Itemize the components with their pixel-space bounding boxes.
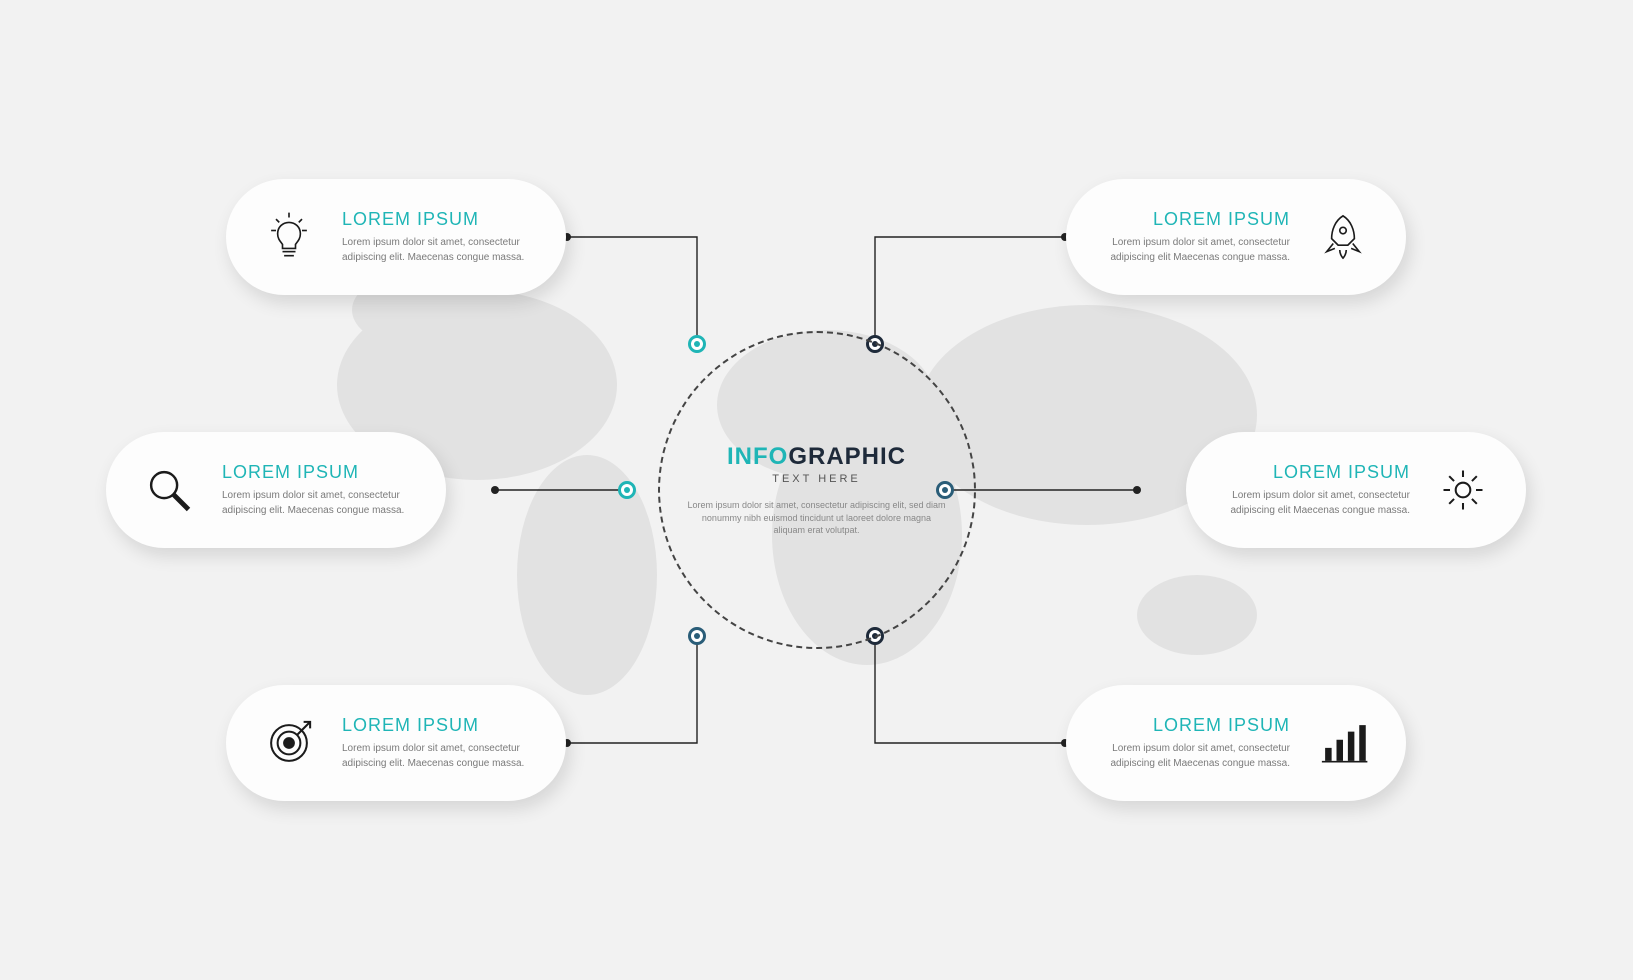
card-lightbulb: LOREM IPSUM Lorem ipsum dolor sit amet, … (226, 179, 566, 295)
infographic-stage: .node[style*='697px'][style*='344px']::a… (0, 0, 1633, 980)
card-body: Lorem ipsum dolor sit amet, consectetur … (342, 236, 532, 265)
card-title: LOREM IPSUM (222, 462, 412, 483)
magnifier-icon (140, 461, 198, 519)
center-title: INFOGRAPHIC (727, 443, 906, 471)
rocket-icon (1314, 208, 1372, 266)
center-title-accent: INFO (727, 443, 788, 470)
connector-dot (491, 486, 499, 494)
gear-icon (1434, 461, 1492, 519)
target-icon (260, 714, 318, 772)
lightbulb-icon (260, 208, 318, 266)
card-gear: LOREM IPSUM Lorem ipsum dolor sit amet, … (1186, 432, 1526, 548)
center-hub: INFOGRAPHIC TEXT HERE Lorem ipsum dolor … (658, 331, 976, 649)
card-title: LOREM IPSUM (1100, 715, 1290, 736)
card-rocket: LOREM IPSUM Lorem ipsum dolor sit amet, … (1066, 179, 1406, 295)
center-body: Lorem ipsum dolor sit amet, consectetur … (686, 499, 948, 537)
card-body: Lorem ipsum dolor sit amet, consectetur … (1220, 489, 1410, 518)
connector-dot (1133, 486, 1141, 494)
card-target: LOREM IPSUM Lorem ipsum dolor sit amet, … (226, 685, 566, 801)
center-subtitle: TEXT HERE (772, 473, 861, 485)
card-body: Lorem ipsum dolor sit amet, consectetur … (342, 742, 532, 771)
card-title: LOREM IPSUM (342, 209, 532, 230)
card-title: LOREM IPSUM (342, 715, 532, 736)
card-body: Lorem ipsum dolor sit amet, consectetur … (222, 489, 412, 518)
card-magnifier: LOREM IPSUM Lorem ipsum dolor sit amet, … (106, 432, 446, 548)
center-title-dark: GRAPHIC (788, 443, 906, 470)
card-title: LOREM IPSUM (1220, 462, 1410, 483)
card-body: Lorem ipsum dolor sit amet, consectetur … (1100, 742, 1290, 771)
card-bar-chart: LOREM IPSUM Lorem ipsum dolor sit amet, … (1066, 685, 1406, 801)
card-body: Lorem ipsum dolor sit amet, consectetur … (1100, 236, 1290, 265)
bar-chart-icon (1314, 714, 1372, 772)
card-title: LOREM IPSUM (1100, 209, 1290, 230)
